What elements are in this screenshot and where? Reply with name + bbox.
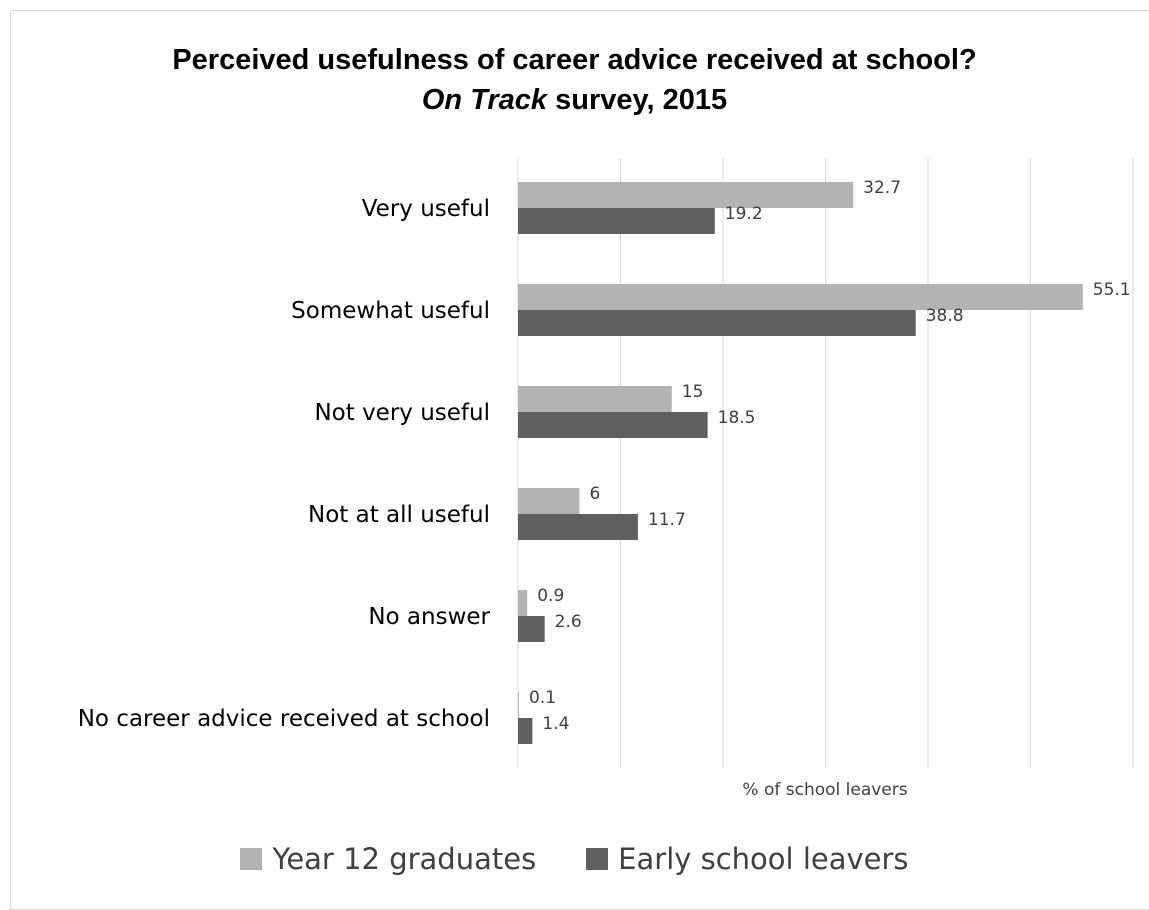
chart-frame: [10, 10, 1149, 910]
legend-swatch-series-1: [586, 848, 609, 870]
legend-item-series-1: Early school leavers: [586, 842, 909, 876]
bar-series-0-cat-4: [518, 590, 528, 616]
bar-series-0-cat-0: [518, 182, 854, 208]
title-line-1: Perceived usefulness of career advice re…: [172, 44, 977, 76]
data-label-series-0-cat-0: 32.7: [863, 178, 901, 198]
data-label-series-0-cat-5: 0.1: [529, 688, 556, 708]
data-label-series-0-cat-4: 0.9: [537, 586, 564, 606]
chart-title: Perceived usefulness of career advice re…: [0, 40, 1149, 120]
title-italic-part: On Track: [421, 84, 548, 116]
category-label-2: Not very useful: [314, 400, 490, 426]
bar-series-1-cat-0: [518, 208, 715, 234]
bar-series-0-cat-5: [518, 692, 520, 718]
data-label-series-1-cat-5: 1.4: [542, 714, 569, 734]
category-label-3: Not at all useful: [308, 502, 490, 528]
data-label-series-0-cat-3: 6: [590, 484, 601, 504]
data-label-series-1-cat-1: 38.8: [926, 306, 964, 326]
legend-label-series-1: Early school leavers: [618, 842, 909, 876]
legend-swatch-series-0: [240, 848, 263, 870]
title-rest-part: survey, 2015: [547, 84, 728, 116]
title-line-2: On Track survey, 2015: [0, 80, 1149, 120]
bar-series-1-cat-1: [518, 310, 916, 336]
bar-series-1-cat-4: [518, 616, 545, 642]
data-label-series-1-cat-4: 2.6: [555, 612, 582, 632]
category-label-1: Somewhat useful: [291, 298, 490, 324]
data-label-series-1-cat-3: 11.7: [648, 510, 686, 530]
bar-series-0-cat-3: [518, 488, 580, 514]
x-axis-label: % of school leavers: [742, 780, 907, 800]
legend-item-series-0: Year 12 graduates: [240, 842, 536, 876]
data-label-series-0-cat-1: 55.1: [1093, 280, 1131, 300]
category-label-5: No career advice received at school: [78, 706, 490, 732]
legend: Year 12 graduates Early school leavers: [0, 842, 1149, 876]
category-label-0: Very useful: [362, 196, 490, 222]
bar-series-0-cat-2: [518, 386, 672, 412]
bar-series-1-cat-5: [518, 718, 533, 744]
bar-series-0-cat-1: [518, 284, 1083, 310]
data-label-series-1-cat-0: 19.2: [725, 204, 763, 224]
bar-series-1-cat-3: [518, 514, 638, 540]
bar-series-1-cat-2: [518, 412, 708, 438]
category-label-4: No answer: [368, 604, 490, 630]
legend-label-series-0: Year 12 graduates: [272, 842, 537, 876]
data-label-series-0-cat-2: 15: [682, 382, 704, 402]
data-label-series-1-cat-2: 18.5: [718, 408, 756, 428]
